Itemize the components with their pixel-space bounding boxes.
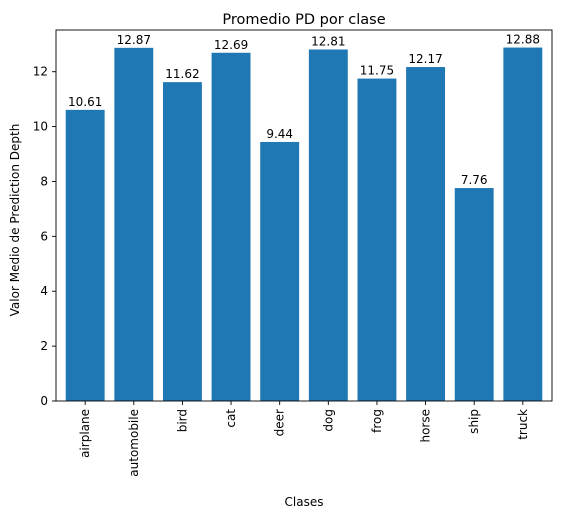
bar-horse [406, 67, 446, 402]
data-label-truck: 12.88 [506, 33, 540, 47]
data-labels-group: 10.61 12.87 11.62 12.69 9.44 12.81 11.75 12.17 7… [68, 33, 540, 187]
x-tick-label-truck: truck [516, 409, 530, 440]
data-label-ship: 7.76 [461, 173, 488, 187]
bar-ship [454, 188, 494, 401]
bar-frog [357, 78, 397, 402]
y-axis-label: Valor Medio de Prediction Depth [8, 124, 22, 317]
data-label-airplane: 10.61 [68, 95, 102, 109]
y-tick-label: 6 [40, 229, 48, 243]
bar-deer [260, 141, 300, 402]
y-tick-label: 4 [40, 284, 48, 298]
x-tick-label-horse: horse [419, 409, 433, 443]
data-label-frog: 11.75 [360, 64, 394, 78]
y-tick-label: 0 [40, 394, 48, 408]
x-tick-label-dog: dog [321, 409, 335, 432]
y-axis: 0 2 4 6 8 10 12 [33, 65, 56, 408]
y-tick-label: 2 [40, 339, 48, 353]
y-tick-label: 12 [33, 65, 48, 79]
bar-bird [162, 82, 202, 401]
plot-frame [55, 29, 553, 402]
x-axis-label: Clases [285, 495, 324, 509]
x-tick-label-deer: deer [273, 409, 287, 436]
x-tick-label-frog: frog [370, 409, 384, 433]
y-tick-label: 10 [33, 120, 48, 134]
data-label-cat: 12.69 [214, 38, 248, 52]
data-label-horse: 12.17 [408, 52, 442, 66]
bar-dog [308, 49, 348, 402]
y-tick-label: 8 [40, 174, 48, 188]
data-label-dog: 12.81 [311, 34, 345, 48]
x-axis: airplane automobile bird cat deer dog frog hors… [78, 401, 530, 477]
chart-title: Promedio PD por clase [222, 12, 385, 28]
bar-truck [503, 47, 543, 401]
x-tick-label-ship: ship [467, 409, 481, 434]
bar-airplane [65, 109, 105, 401]
x-tick-label-cat: cat [224, 409, 238, 428]
x-tick-label-bird: bird [175, 409, 189, 432]
data-label-bird: 11.62 [165, 67, 199, 81]
data-label-automobile: 12.87 [117, 33, 151, 47]
bar-automobile [114, 47, 154, 401]
data-label-deer: 9.44 [266, 127, 293, 141]
x-tick-label-airplane: airplane [78, 409, 92, 458]
x-tick-label-automobile: automobile [127, 409, 141, 477]
bars-group [65, 47, 543, 402]
bar-cat [211, 52, 251, 402]
